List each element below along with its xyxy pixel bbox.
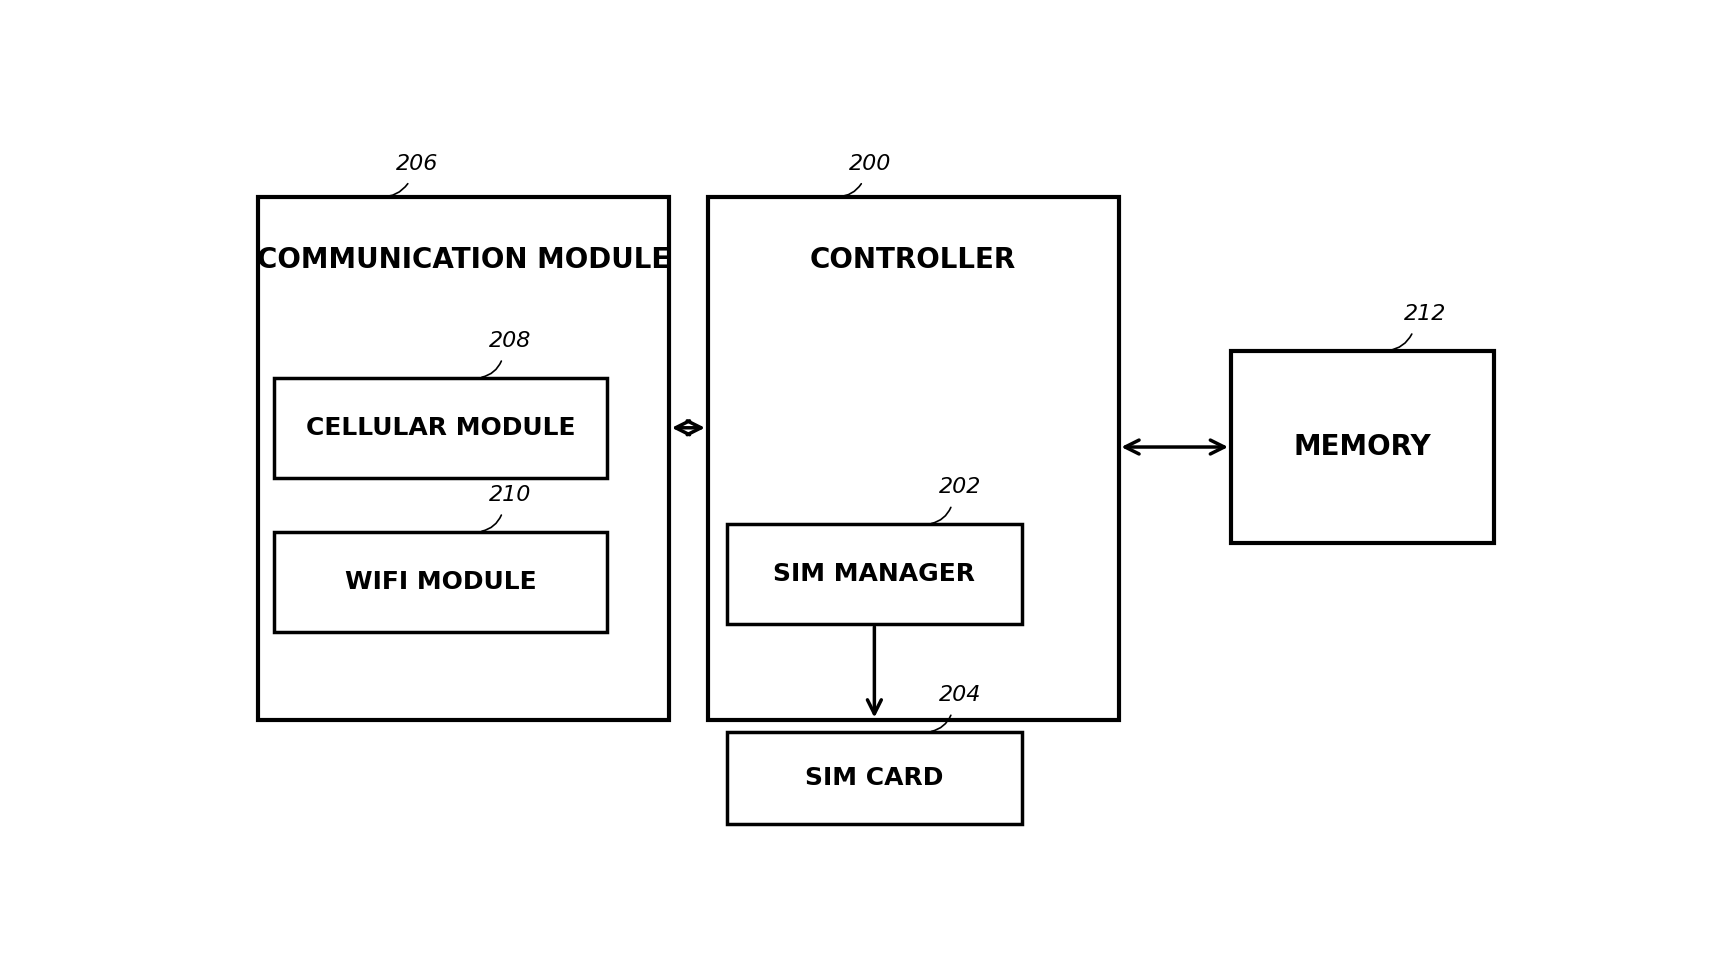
- Text: CELLULAR MODULE: CELLULAR MODULE: [305, 415, 574, 440]
- Bar: [707, 197, 1118, 721]
- Bar: [274, 378, 607, 478]
- Text: COMMUNICATION MODULE: COMMUNICATION MODULE: [257, 245, 671, 273]
- Text: 212: 212: [1404, 304, 1446, 324]
- Text: 208: 208: [488, 330, 531, 351]
- Text: 206: 206: [397, 154, 438, 174]
- Bar: [728, 524, 1021, 624]
- Bar: [274, 531, 607, 632]
- Text: 204: 204: [938, 685, 982, 705]
- Bar: [728, 732, 1021, 824]
- Text: 200: 200: [849, 154, 892, 174]
- Text: 202: 202: [938, 477, 982, 497]
- Text: WIFI MODULE: WIFI MODULE: [345, 570, 536, 594]
- Bar: [259, 197, 669, 721]
- Text: SIM MANAGER: SIM MANAGER: [773, 562, 975, 586]
- Bar: [1232, 351, 1494, 543]
- Text: SIM CARD: SIM CARD: [806, 766, 944, 790]
- Text: CONTROLLER: CONTROLLER: [811, 245, 1016, 273]
- Text: 210: 210: [488, 485, 531, 505]
- Text: MEMORY: MEMORY: [1294, 433, 1432, 461]
